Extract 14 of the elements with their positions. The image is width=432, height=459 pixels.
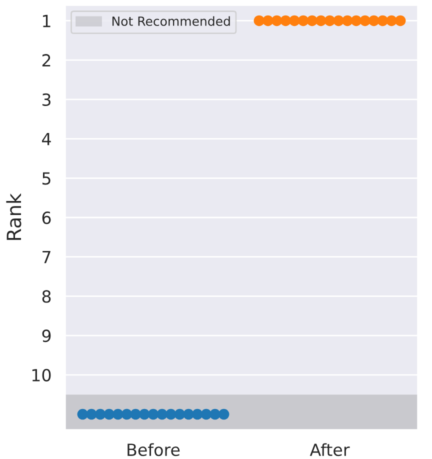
legend-label: Not Recommended xyxy=(112,16,230,26)
y-axis-title: Rank xyxy=(6,193,22,240)
y-tick-label: 1 xyxy=(43,14,50,28)
y-tick-label: 10 xyxy=(32,368,51,382)
y-tick-label: 5 xyxy=(42,172,50,185)
y-tick-label: 9 xyxy=(42,330,51,342)
y-tick-label: 2 xyxy=(42,54,50,66)
y-tick-label: 6 xyxy=(42,211,51,224)
x-tick-label: After xyxy=(310,443,350,456)
x-tick-label: Before xyxy=(128,443,180,456)
y-tick-label: 7 xyxy=(42,251,50,264)
y-tick-label: 4 xyxy=(42,132,51,146)
y-tick-label: 8 xyxy=(42,290,51,303)
y-tick-label: 3 xyxy=(42,93,50,106)
